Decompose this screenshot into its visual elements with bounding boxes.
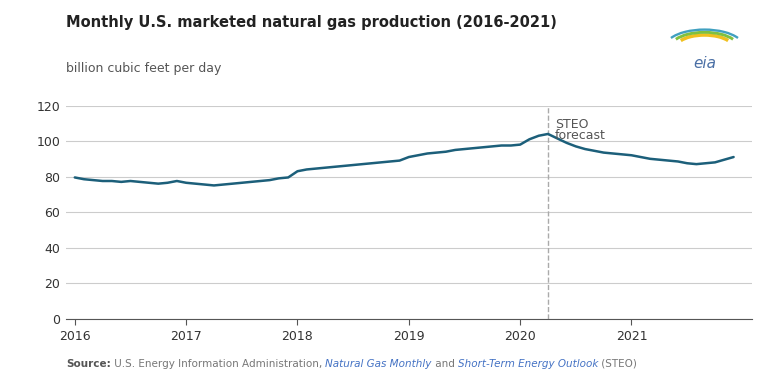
Text: Monthly U.S. marketed natural gas production (2016-2021): Monthly U.S. marketed natural gas produc… (66, 15, 556, 30)
Text: and: and (432, 359, 457, 369)
Text: billion cubic feet per day: billion cubic feet per day (66, 63, 221, 75)
Text: U.S. Energy Information Administration,: U.S. Energy Information Administration, (111, 359, 326, 369)
Text: STEO: STEO (555, 118, 588, 131)
Text: (STEO): (STEO) (598, 359, 637, 369)
Text: Natural Gas Monthly: Natural Gas Monthly (326, 359, 432, 369)
Text: forecast: forecast (555, 129, 605, 142)
Text: Source:: Source: (66, 359, 111, 369)
Text: eia: eia (693, 57, 716, 71)
Text: Short-Term Energy Outlook: Short-Term Energy Outlook (457, 359, 598, 369)
